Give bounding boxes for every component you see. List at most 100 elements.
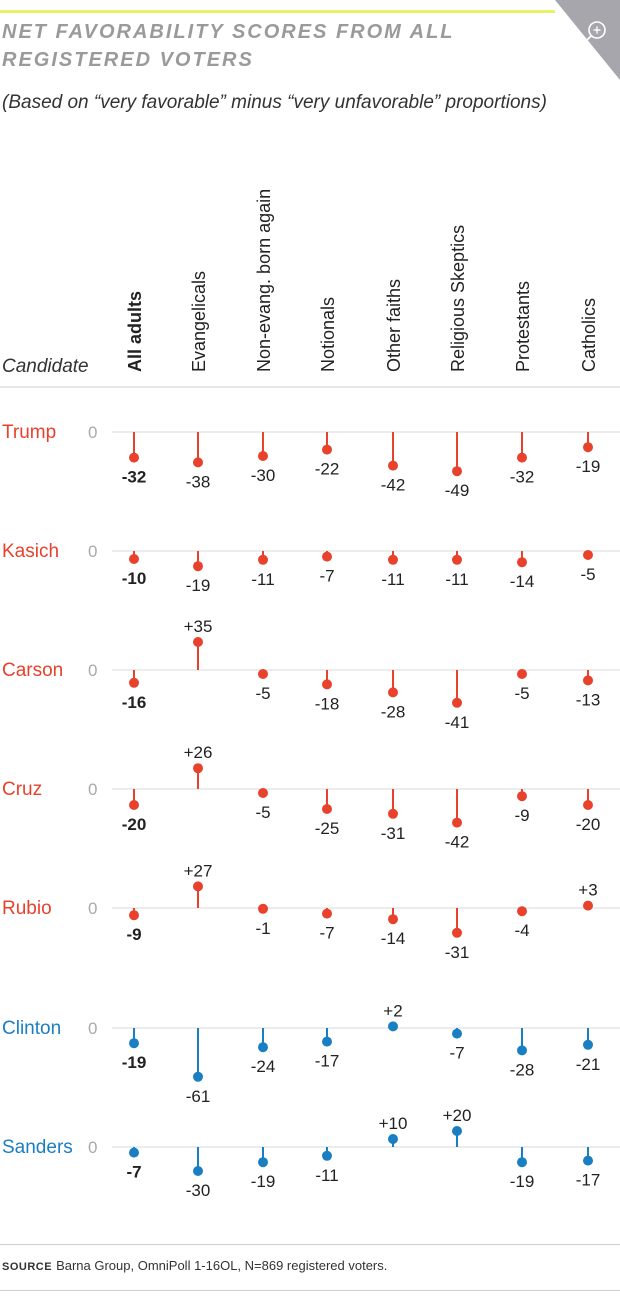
value-label: +27 bbox=[184, 861, 213, 880]
value-dot bbox=[452, 817, 462, 828]
value-label: -17 bbox=[315, 1052, 340, 1071]
value-label: -24 bbox=[251, 1057, 276, 1076]
source-note: SOURCE Barna Group, OmniPoll 1-16OL, N=86… bbox=[2, 1258, 387, 1273]
value-label: -5 bbox=[255, 803, 270, 822]
value-label: -30 bbox=[251, 466, 276, 485]
value-label: -14 bbox=[510, 572, 535, 591]
value-label: -61 bbox=[186, 1087, 211, 1106]
value-dot bbox=[583, 550, 593, 560]
value-dot bbox=[452, 1028, 462, 1039]
value-label: -31 bbox=[445, 943, 470, 962]
value-dot bbox=[388, 808, 398, 819]
value-dot bbox=[583, 442, 593, 453]
value-dot bbox=[193, 1071, 203, 1082]
value-label: -19 bbox=[186, 576, 211, 595]
value-label: -11 bbox=[445, 570, 468, 589]
value-label: -7 bbox=[319, 567, 334, 586]
value-label: -32 bbox=[510, 468, 535, 487]
value-dot bbox=[193, 1166, 203, 1176]
value-dot bbox=[517, 1045, 527, 1056]
value-dot bbox=[517, 669, 527, 679]
value-dot bbox=[258, 554, 268, 565]
value-label: -11 bbox=[381, 570, 404, 589]
value-dot bbox=[452, 466, 462, 477]
zero-label: 0 bbox=[88, 899, 97, 918]
value-dot bbox=[258, 1042, 268, 1053]
value-dot bbox=[129, 554, 139, 564]
value-dot bbox=[258, 451, 268, 461]
zero-label: 0 bbox=[88, 542, 97, 561]
value-dot bbox=[129, 452, 139, 463]
value-label: -18 bbox=[315, 694, 340, 713]
value-dot bbox=[322, 551, 332, 562]
value-dot bbox=[322, 1036, 332, 1047]
value-dot bbox=[517, 1157, 527, 1168]
value-dot bbox=[322, 444, 332, 455]
zero-label: 0 bbox=[88, 1019, 97, 1038]
zero-label: 0 bbox=[88, 661, 97, 680]
candidate-label: Sanders bbox=[2, 1137, 73, 1158]
value-label: -5 bbox=[255, 684, 270, 703]
value-dot bbox=[388, 1134, 398, 1144]
zoom-button[interactable] bbox=[555, 0, 620, 80]
zoom-in-icon[interactable] bbox=[555, 0, 620, 80]
candidate-label: Trump bbox=[2, 422, 56, 443]
value-label: -17 bbox=[576, 1171, 601, 1190]
value-label: +35 bbox=[184, 617, 213, 636]
source-divider-bottom bbox=[0, 1290, 620, 1291]
value-label: -19 bbox=[122, 1053, 147, 1072]
value-dot bbox=[583, 800, 593, 810]
value-label: +10 bbox=[379, 1114, 408, 1133]
value-label: -42 bbox=[381, 476, 406, 495]
value-label: -31 bbox=[381, 824, 406, 843]
column-header: Catholics bbox=[579, 298, 599, 372]
value-label: -28 bbox=[510, 1060, 535, 1079]
value-dot bbox=[583, 900, 593, 911]
value-label: -30 bbox=[186, 1181, 211, 1200]
value-label: -5 bbox=[514, 684, 529, 703]
source-text: Barna Group, OmniPoll 1-16OL, N=869 regi… bbox=[56, 1258, 388, 1273]
value-label: -14 bbox=[381, 929, 406, 948]
value-dot bbox=[517, 557, 527, 568]
value-label: -13 bbox=[576, 690, 601, 709]
value-label: -42 bbox=[445, 833, 470, 852]
value-label: -11 bbox=[251, 570, 274, 589]
value-dot bbox=[583, 1039, 593, 1050]
value-label: -16 bbox=[122, 693, 147, 712]
value-label: -19 bbox=[576, 457, 601, 476]
value-dot bbox=[193, 881, 203, 892]
column-header: Non-evang. born again bbox=[254, 189, 274, 372]
value-label: -21 bbox=[576, 1055, 601, 1074]
source-label: SOURCE bbox=[2, 1261, 53, 1273]
value-dot bbox=[258, 788, 268, 798]
value-label: +3 bbox=[578, 881, 597, 900]
candidate-label: Rubio bbox=[2, 898, 52, 919]
value-dot bbox=[322, 908, 332, 919]
value-label: -20 bbox=[576, 815, 601, 834]
value-label: +2 bbox=[383, 1001, 402, 1020]
chart-title: NET FAVORABILITY SCORES FROM ALL REGISTE… bbox=[2, 21, 455, 71]
value-label: -22 bbox=[315, 460, 340, 479]
value-label: -32 bbox=[122, 468, 147, 487]
chart-subtitle: (Based on “very favorable” minus “very u… bbox=[2, 92, 547, 113]
value-dot bbox=[258, 1157, 268, 1168]
value-label: -19 bbox=[510, 1172, 535, 1191]
row-header-candidate: Candidate bbox=[2, 356, 89, 377]
column-header: Notionals bbox=[318, 297, 338, 372]
value-label: -4 bbox=[514, 921, 529, 940]
value-label: +26 bbox=[184, 743, 213, 762]
zero-label: 0 bbox=[88, 1138, 97, 1157]
value-label: -7 bbox=[126, 1163, 141, 1182]
value-dot bbox=[517, 452, 527, 463]
value-dot bbox=[258, 903, 268, 914]
value-label: -25 bbox=[315, 819, 340, 838]
value-label: -28 bbox=[381, 702, 406, 721]
value-dot bbox=[452, 1126, 462, 1136]
value-label: -19 bbox=[251, 1172, 276, 1191]
column-header: All adults bbox=[125, 291, 145, 372]
value-dot bbox=[322, 679, 332, 690]
value-dot bbox=[388, 914, 398, 925]
column-header: Evangelicals bbox=[189, 271, 209, 372]
value-dot bbox=[452, 697, 462, 708]
value-dot bbox=[193, 763, 203, 774]
